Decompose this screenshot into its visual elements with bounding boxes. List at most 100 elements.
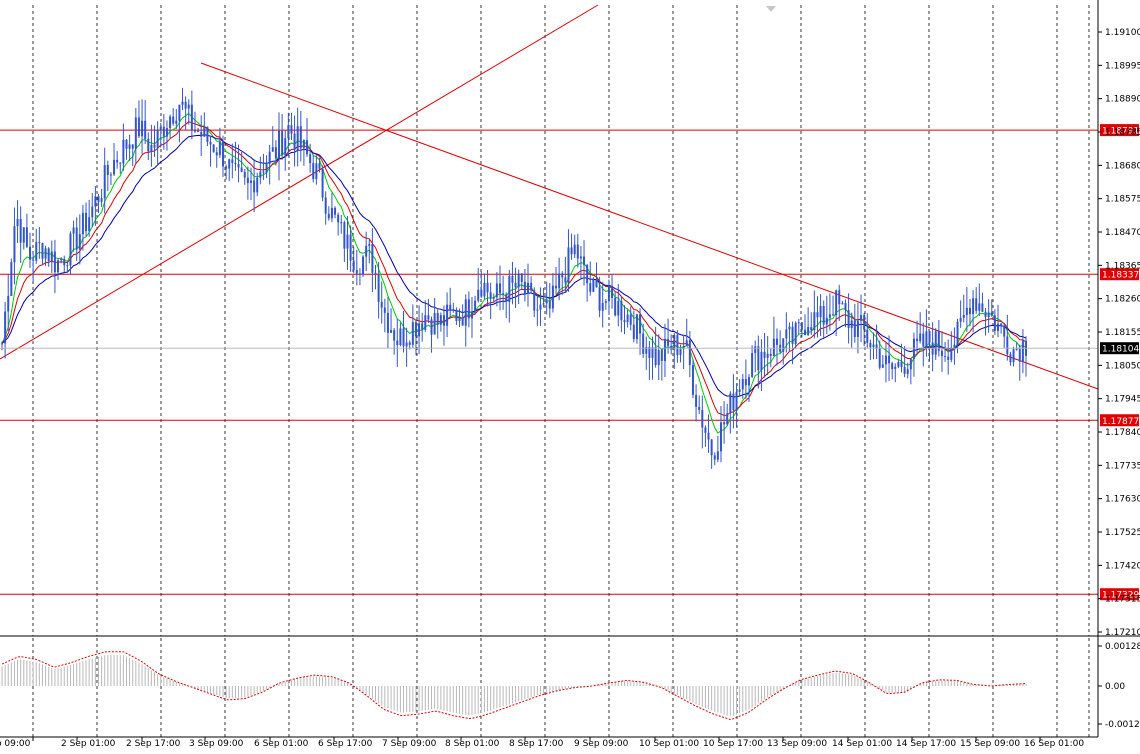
oscillator-axis: 0.001281 0.00 -0.001216 — [1098, 642, 1140, 730]
candle-body — [511, 275, 514, 283]
candle-body — [947, 356, 950, 360]
candle-body — [63, 258, 66, 266]
candle-body — [464, 299, 467, 326]
candle-body — [860, 314, 863, 321]
candle-body — [209, 141, 212, 145]
candle-body — [467, 299, 470, 319]
candle-body — [439, 315, 442, 325]
candle-body — [645, 347, 648, 354]
candle-body — [221, 141, 224, 167]
osc-tick-label: 0.00 — [1105, 682, 1125, 692]
candle-body — [944, 355, 947, 357]
candle-body — [704, 427, 707, 433]
candle-body — [841, 303, 844, 305]
candle-body — [953, 344, 956, 348]
candle-body — [919, 333, 922, 342]
candle-body — [838, 290, 841, 305]
candle-body — [723, 422, 726, 425]
candle-body — [688, 340, 691, 366]
candle-body — [377, 274, 380, 302]
candle-body — [94, 196, 97, 207]
trendlines[interactable] — [0, 4, 1099, 390]
candle-body — [564, 277, 567, 283]
price-tick-label: 1.17945 — [1105, 395, 1140, 405]
candle-body — [349, 234, 352, 261]
candle-body — [922, 333, 925, 347]
support-trendline[interactable] — [0, 4, 599, 360]
candle-body — [682, 345, 685, 350]
candle-body — [822, 305, 825, 325]
candle-body — [909, 358, 912, 370]
candle-body — [713, 455, 716, 460]
candle-body — [726, 413, 729, 425]
level-price-tag — [1100, 588, 1139, 601]
candle-body — [984, 311, 987, 318]
candle-body — [1015, 348, 1018, 350]
candle-body — [567, 247, 570, 283]
time-tick-label: 14 Sep 01:00 — [832, 739, 892, 749]
level-price-label: 1.18791 — [1102, 127, 1139, 137]
price-tick-label: 1.18995 — [1105, 61, 1140, 71]
candle-body — [576, 244, 579, 259]
candle-body — [869, 342, 872, 348]
osc-tick-label: -0.001216 — [1105, 720, 1140, 730]
candle-body — [548, 300, 551, 309]
price-candles — [1, 87, 1027, 469]
candle-body — [421, 323, 424, 330]
candle-body — [891, 363, 894, 369]
candle-body — [657, 350, 660, 366]
candle-body — [477, 289, 480, 301]
candle-body — [900, 361, 903, 367]
candle-body — [807, 327, 810, 335]
candle-body — [371, 243, 374, 273]
candle-body — [797, 322, 800, 324]
price-tick-label: 1.17735 — [1105, 461, 1140, 471]
candle-body — [601, 302, 604, 311]
candle-body — [673, 335, 676, 350]
candle-body — [137, 117, 140, 137]
candle-body — [474, 300, 477, 312]
candle-body — [639, 314, 642, 334]
candle-body — [772, 338, 775, 357]
candle-body — [804, 329, 807, 335]
candle-body — [863, 314, 866, 330]
candle-body — [654, 347, 657, 366]
candle-body — [162, 126, 165, 137]
candle-body — [872, 344, 875, 348]
candle-body — [1000, 323, 1003, 327]
price-tick-label: 1.17630 — [1105, 495, 1140, 505]
candle-body — [187, 104, 190, 109]
candle-body — [103, 165, 106, 199]
candle-body — [293, 133, 296, 150]
time-tick-label: 6 Sep 01:00 — [254, 739, 309, 749]
candle-body — [69, 233, 72, 266]
resistance-trendline[interactable] — [200, 62, 1099, 390]
candle-body — [776, 338, 779, 345]
candle-body — [147, 138, 150, 152]
candle-body — [218, 141, 221, 156]
candle-body — [1, 343, 3, 345]
candle-body — [782, 338, 785, 352]
candle-body — [29, 246, 32, 260]
scroll-shift-marker-icon[interactable] — [766, 6, 776, 12]
candle-body — [1009, 354, 1012, 363]
candle-body — [278, 130, 281, 159]
candle-body — [981, 303, 984, 312]
candle-body — [85, 212, 88, 232]
candle-body — [741, 379, 744, 390]
candle-body — [411, 322, 414, 345]
candle-body — [119, 162, 122, 164]
candle-body — [788, 326, 791, 330]
candle-body — [707, 432, 710, 440]
level-price-label: 1.17329 — [1102, 591, 1139, 601]
horizontal-levels[interactable]: 1.18791 1.18337 1.17877 1.17329 — [0, 124, 1139, 601]
price-tick-label: 1.18680 — [1105, 161, 1140, 171]
candle-body — [794, 322, 797, 344]
time-tick-label: 6 Sep 17:00 — [318, 739, 373, 749]
candle-body — [396, 340, 399, 346]
candle-body — [113, 159, 116, 175]
candle-body — [100, 198, 103, 202]
candle-body — [47, 248, 50, 262]
candle-body — [579, 256, 582, 259]
